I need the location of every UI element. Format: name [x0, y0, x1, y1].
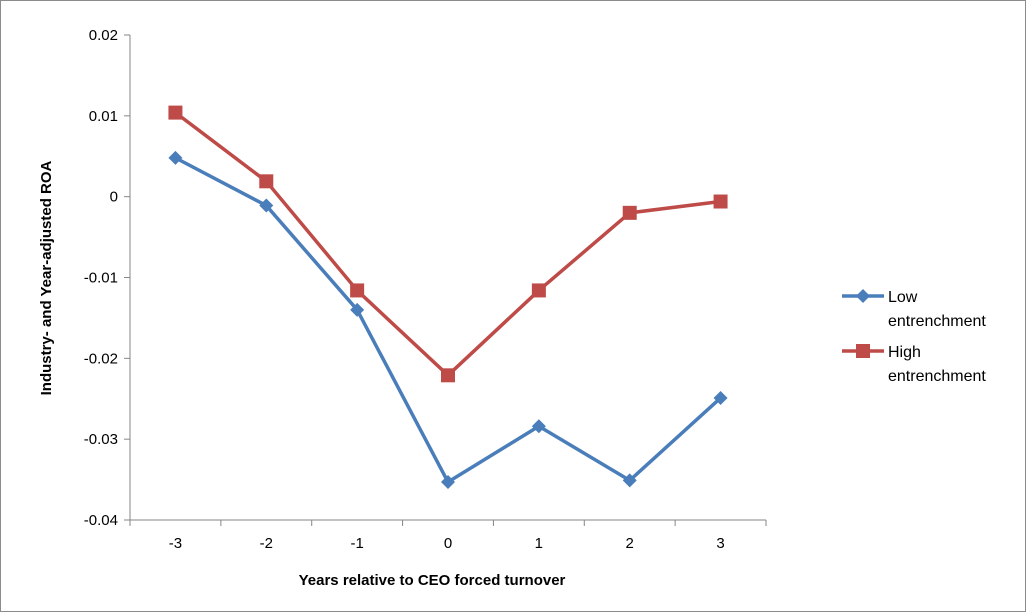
legend-item: Low entrenchment: [842, 289, 986, 330]
series-high-entrenchment: [168, 105, 728, 383]
series-layer: [168, 105, 728, 490]
series-line: [174, 156, 722, 484]
y-tick-label: 0: [110, 189, 118, 206]
series-low-entrenchment: [168, 150, 728, 490]
legend-label: entrenchment: [888, 368, 986, 385]
legend: Low entrenchment High entrenchment: [842, 289, 986, 385]
data-point: [531, 419, 546, 434]
y-tick-label: -0.02: [84, 350, 118, 367]
y-tick-label: -0.01: [84, 270, 118, 287]
legend-label: Low: [888, 289, 918, 306]
x-tick-label: -3: [169, 535, 182, 552]
x-tick-label: -1: [350, 535, 363, 552]
x-tick-label: 3: [716, 535, 724, 552]
legend-marker: [856, 344, 870, 358]
data-point: [713, 390, 728, 405]
data-point: [350, 283, 365, 298]
legend-marker: [856, 289, 870, 303]
y-axis: 0.02 0.01 0 -0.01 -0.02 -0.03 -0.04: [84, 27, 131, 529]
data-point: [168, 105, 183, 120]
data-point: [622, 205, 637, 220]
y-tick-label: -0.04: [84, 512, 118, 529]
data-point: [622, 473, 637, 488]
data-point: [441, 475, 455, 490]
data-point: [168, 150, 183, 165]
x-tick-label: -2: [260, 535, 273, 552]
legend-label: entrenchment: [888, 313, 986, 330]
y-tick-label: 0.01: [89, 108, 118, 125]
data-point: [531, 283, 546, 298]
data-point: [259, 174, 274, 189]
series-line: [174, 111, 721, 378]
data-point: [441, 368, 455, 383]
legend-label: High: [888, 344, 921, 361]
y-tick-label: -0.03: [84, 431, 118, 448]
x-axis: -3 -2 -1 0 1 2 3: [129, 519, 767, 552]
legend-item: High entrenchment: [842, 344, 986, 385]
x-tick-label: 0: [444, 535, 452, 552]
data-point: [259, 198, 274, 213]
data-point: [350, 302, 365, 317]
x-axis-title: Years relative to CEO forced turnover: [299, 572, 566, 589]
y-tick-label: 0.02: [89, 27, 118, 44]
x-tick-label: 1: [535, 535, 543, 552]
y-axis-title: Industry- and Year-adjusted ROA: [38, 160, 55, 395]
x-tick-label: 2: [626, 535, 634, 552]
data-point: [713, 194, 728, 209]
